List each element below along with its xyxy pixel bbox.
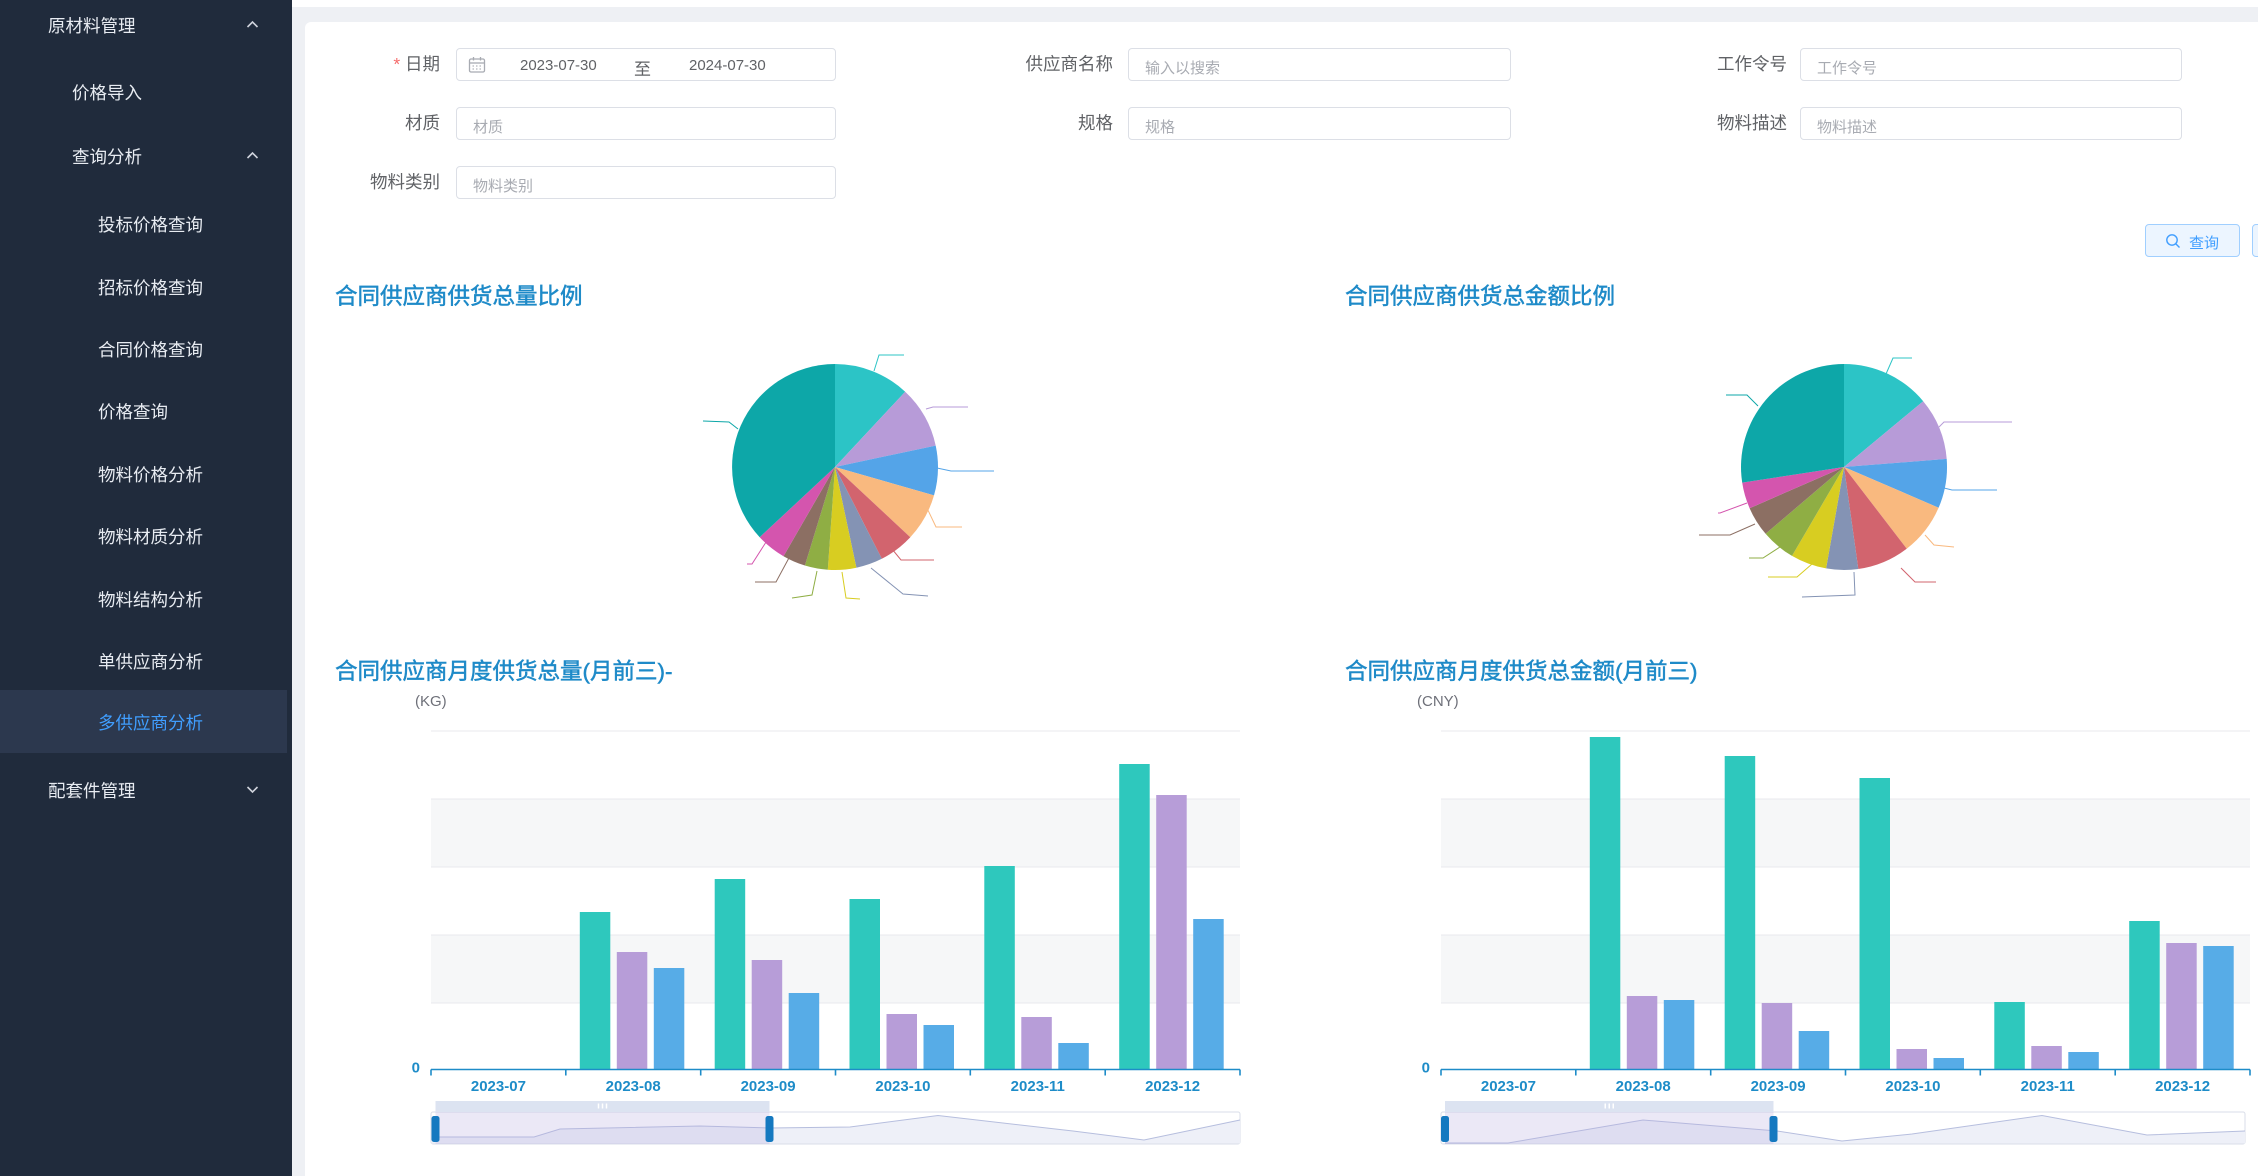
svg-text:2023-09: 2023-09 xyxy=(741,1078,796,1095)
svg-text:2023-10: 2023-10 xyxy=(1885,1078,1940,1095)
svg-text:2023-08: 2023-08 xyxy=(1616,1078,1671,1095)
svg-text:2023-12: 2023-12 xyxy=(2155,1078,2210,1095)
svg-text:2023-12: 2023-12 xyxy=(1145,1078,1200,1095)
svg-text:0: 0 xyxy=(1422,1060,1430,1077)
svg-text:2023-07: 2023-07 xyxy=(471,1078,526,1095)
svg-text:2023-11: 2023-11 xyxy=(2021,1078,2075,1095)
svg-text:2023-10: 2023-10 xyxy=(875,1078,930,1095)
svg-text:2023-11: 2023-11 xyxy=(1011,1078,1065,1095)
svg-text:2023-08: 2023-08 xyxy=(606,1078,661,1095)
svg-text:2023-09: 2023-09 xyxy=(1751,1078,1806,1095)
svg-text:2023-07: 2023-07 xyxy=(1481,1078,1536,1095)
svg-text:0: 0 xyxy=(412,1060,420,1077)
